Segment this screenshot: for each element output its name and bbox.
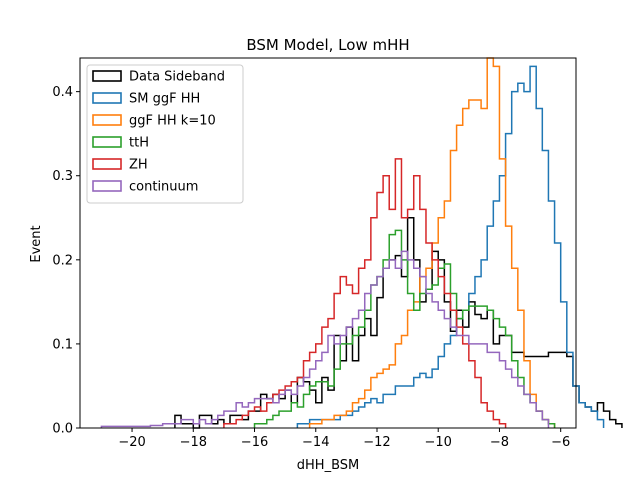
y-tick-label: 0.1 xyxy=(52,337,73,352)
y-axis: 0.0 0.1 0.2 0.3 0.4 xyxy=(52,85,80,437)
plot-frame xyxy=(79,57,577,429)
series-continuum xyxy=(100,250,550,428)
legend-swatch-ggf-hh-k-10 xyxy=(92,114,122,126)
legend-swatch-continuum xyxy=(92,180,122,192)
legend: Data Sideband SM ggF HH ggF HH k=10 ttH ZH co… xyxy=(86,64,244,204)
x-tick-label: −20 xyxy=(118,435,145,450)
legend-swatch-sm-ggf-hh xyxy=(92,92,122,104)
x-tick-label: −18 xyxy=(180,435,207,450)
legend-label-tth: ttH xyxy=(129,136,149,151)
y-tick-label: 0.3 xyxy=(52,169,73,184)
x-tick-label: −6 xyxy=(551,435,570,450)
x-tick-label: −12 xyxy=(363,435,390,450)
legend-label-continuum: continuum xyxy=(129,180,198,195)
x-tick-label: −8 xyxy=(490,435,509,450)
plot-area xyxy=(100,57,623,429)
x-axis: −20 −18 −16 −14 −12 −10 −8 −6 xyxy=(118,428,570,450)
x-axis-label: dHH_BSM xyxy=(297,458,359,473)
x-tick-label: −16 xyxy=(241,435,268,450)
y-axis-label: Event xyxy=(29,225,44,262)
x-tick-label: −14 xyxy=(302,435,329,450)
legend-label-data-sideband: Data Sideband xyxy=(129,70,225,85)
x-tick-label: −10 xyxy=(425,435,452,450)
series-tth xyxy=(253,229,556,428)
y-tick-label: 0.4 xyxy=(52,85,73,100)
legend-label-zh: ZH xyxy=(129,158,148,173)
chart-title: BSM Model, Low mHH xyxy=(246,36,409,54)
y-tick-label: 0.0 xyxy=(52,422,73,437)
legend-swatch-data-sideband xyxy=(92,70,122,82)
series-ggf-hh-k-10 xyxy=(308,57,556,428)
legend-swatch-tth xyxy=(92,136,122,148)
legend-label-sm-ggf-hh: SM ggF HH xyxy=(129,92,200,107)
legend-swatch-zh xyxy=(92,158,122,170)
legend-label-ggf-hh-k-10: ggF HH k=10 xyxy=(129,114,216,129)
y-tick-label: 0.2 xyxy=(52,253,73,268)
legend-box xyxy=(86,64,244,204)
